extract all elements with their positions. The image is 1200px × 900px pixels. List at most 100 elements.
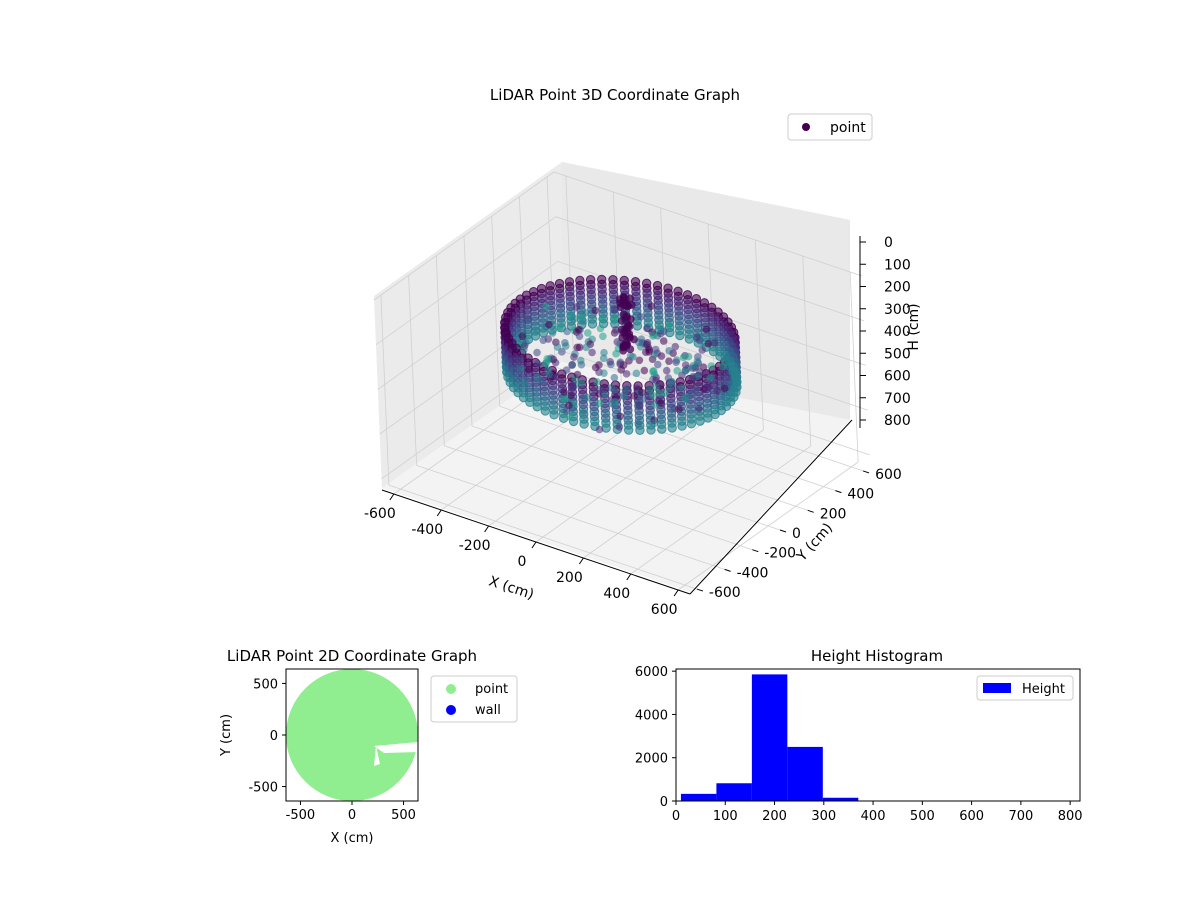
interior-point [608, 400, 616, 408]
hist-y-tick-label: 0 [660, 795, 668, 810]
interior-point [606, 358, 614, 366]
interior-point [657, 325, 666, 334]
floor-grid-y [416, 465, 725, 570]
lidar-3d-chart: LiDAR Point 3D Coordinate Graph -600 -400… [364, 86, 922, 618]
interior-point [681, 367, 690, 375]
x-axis-label-3d: X (cm) [487, 573, 536, 603]
y-tick-3d [807, 509, 814, 513]
interior-point [645, 385, 654, 394]
interior-point [691, 385, 700, 394]
interior-point [560, 388, 568, 396]
legend-3d-marker [802, 123, 810, 131]
interior-point [634, 419, 643, 428]
spike-point [626, 294, 635, 303]
hist-x-tick-label: 700 [1008, 809, 1033, 824]
y-tick-3d [752, 549, 759, 553]
interior-point [650, 419, 659, 428]
wall-grid-z [373, 171, 863, 301]
interior-point [568, 382, 577, 391]
spike-point [629, 335, 638, 344]
interior-point [600, 348, 608, 357]
y-tick-3d [696, 588, 704, 592]
interior-point [545, 320, 553, 329]
y-tick-label-2d: -500 [248, 781, 278, 796]
interior-point [598, 315, 606, 323]
interior-point [593, 378, 601, 386]
interior-point [607, 384, 616, 392]
y-tick-label-3d: 200 [820, 506, 847, 522]
ring-point [657, 424, 667, 434]
interior-point [675, 405, 683, 413]
point-cloud-disc [286, 669, 418, 801]
interior-point [664, 321, 673, 330]
interior-point [648, 391, 657, 399]
legend-2d-point-marker [446, 684, 456, 694]
lidar-2d-svg: LiDAR Point 2D Coordinate Graph -500 0 500… [219, 647, 518, 846]
interior-point [582, 343, 591, 352]
floor-grid-y [471, 425, 781, 531]
interior-point [595, 386, 604, 394]
floor-grid-y [444, 445, 753, 551]
x-tick-label-3d: -200 [459, 538, 491, 554]
hist-x-tick-label: 500 [910, 809, 935, 824]
interior-point [657, 399, 665, 407]
hist-x-tick-label: 300 [811, 809, 836, 824]
z-tick-label-3d: 600 [884, 369, 911, 385]
interior-point [667, 377, 676, 386]
interior-point [703, 382, 712, 391]
z-tick-label-3d: 500 [884, 346, 911, 362]
interior-point [520, 378, 529, 387]
legend-2d-point-label: point [475, 682, 508, 697]
interior-point [563, 327, 571, 336]
x-tick-label-3d: 0 [518, 554, 527, 570]
interior-point [595, 425, 604, 434]
back-grid-x [565, 175, 575, 367]
interior-point [632, 369, 641, 378]
histogram-bars [680, 674, 1072, 801]
z-tick-label-3d: 0 [884, 235, 893, 251]
x-tick-3d [436, 509, 442, 517]
ring-point [532, 402, 542, 412]
ring-point [549, 410, 559, 420]
histogram-bar [751, 674, 788, 801]
interior-point [645, 348, 653, 356]
interior-point [704, 339, 713, 348]
interior-point [591, 363, 600, 372]
x-tick-label-3d: -400 [411, 522, 443, 538]
interior-point [596, 324, 605, 333]
interior-point [599, 354, 608, 363]
x-axis-label-2d: X (cm) [331, 831, 374, 846]
x-tick-label-3d: 200 [556, 570, 583, 586]
chart-2d-title: LiDAR Point 2D Coordinate Graph [227, 647, 477, 665]
x-tick-3d [531, 541, 537, 549]
interior-point [553, 343, 562, 351]
interior-point [568, 360, 576, 369]
legend-3d-point-label: point [830, 120, 866, 136]
ring-point [715, 351, 725, 362]
ring-point [540, 406, 550, 416]
histogram-legend-label: Height [1022, 682, 1065, 697]
interior-point [616, 358, 625, 367]
interior-point [643, 338, 652, 347]
floor-grid-y [388, 484, 698, 590]
spike-point [619, 293, 628, 302]
chart-3d-title: LiDAR Point 3D Coordinate Graph [490, 86, 740, 104]
cloud-gap-right [374, 742, 418, 753]
interior-point [567, 391, 575, 400]
interior-point [559, 395, 568, 403]
interior-point [574, 326, 583, 334]
interior-point [665, 357, 673, 365]
hist-y-tick-label: 2000 [635, 752, 668, 767]
x-tick-3d [626, 573, 632, 581]
ring-point [579, 419, 589, 429]
interior-point [561, 339, 569, 347]
y-tick-label-3d: 600 [875, 467, 902, 483]
legend-2d: point wall [430, 675, 518, 723]
interior-point [539, 336, 548, 344]
legend-2d-wall-marker [446, 705, 456, 715]
side-grid-y [491, 216, 501, 407]
interior-point [544, 366, 553, 374]
ring-point [695, 416, 705, 426]
ring-point [708, 346, 719, 357]
height-histogram: Height Histogram 0 100 200 300 400 500 600 700 8… [600, 640, 1120, 860]
